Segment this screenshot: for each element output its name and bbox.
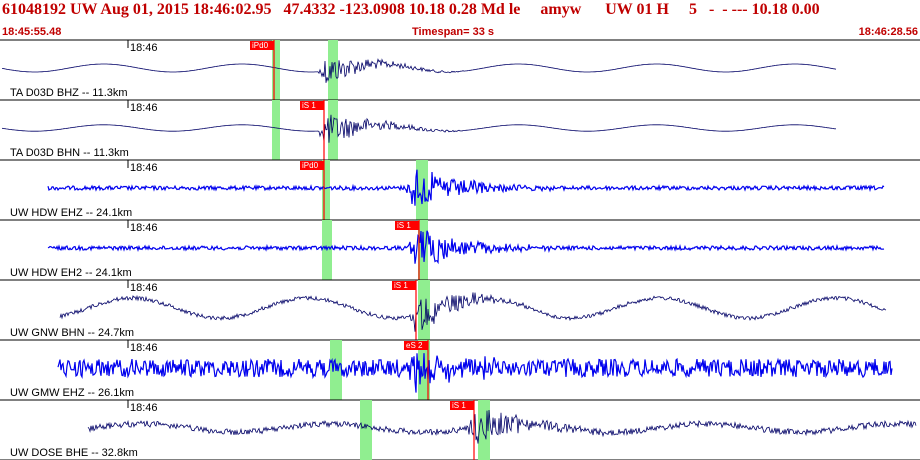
timespan-label: Timespan= 33 s — [412, 26, 495, 38]
tick-label: 18:46 — [130, 282, 158, 294]
pick-flag — [250, 41, 274, 50]
trace-station-label: TA D03D BHN -- 11.3km — [10, 147, 129, 159]
pick-label: iPd0 — [252, 41, 269, 50]
pick-label: iS 1 — [452, 401, 466, 410]
pick-label: iS 1 — [397, 221, 411, 230]
trace-station-label: UW DOSE BHE -- 32.8km — [10, 447, 138, 459]
pick-flag — [392, 281, 416, 290]
pick-label: iS 1 — [302, 101, 316, 110]
waveform-trace — [87, 409, 917, 444]
event-header: 61048192 UW Aug 01, 2015 18:46:02.95 47.… — [0, 0, 920, 24]
trace-station-label: UW HDW EHZ -- 24.1km — [10, 207, 132, 219]
tick-label: 18:46 — [130, 42, 158, 54]
tick-label: 18:46 — [130, 342, 158, 354]
tick-label: 18:46 — [130, 162, 158, 174]
trace-station-label: UW HDW EH2 -- 24.1km — [10, 267, 132, 279]
pick-window-p — [272, 40, 280, 100]
pick-window-s — [418, 340, 430, 400]
event-title: 61048192 UW Aug 01, 2015 18:46:02.95 47.… — [2, 1, 820, 18]
pick-label: iPd0 — [302, 161, 319, 170]
tick-label: 18:46 — [130, 222, 158, 234]
tick-label: 18:46 — [130, 402, 158, 414]
trace-station-label: UW GNW BHN -- 24.7km — [10, 327, 134, 339]
waveform-trace — [57, 353, 893, 393]
pick-window-s — [416, 160, 428, 220]
pick-window-p — [272, 100, 280, 160]
waveform-trace — [47, 169, 885, 206]
start-time: 18:45:55.48 — [2, 26, 62, 38]
pick-flag — [450, 401, 474, 410]
pick-label: eS 2 — [406, 341, 423, 350]
waveform-trace — [47, 230, 885, 265]
waveform-trace — [1, 58, 837, 83]
pick-window-s — [328, 100, 338, 160]
pick-flag — [395, 221, 419, 230]
tick-label: 18:46 — [130, 102, 158, 114]
pick-window-p — [322, 160, 330, 220]
pick-window-p — [360, 400, 372, 460]
pick-window-s — [418, 280, 428, 340]
pick-flag — [300, 161, 324, 170]
pick-flag — [300, 101, 324, 110]
end-time: 18:46:28.56 — [858, 26, 918, 38]
pick-window-s — [418, 220, 428, 280]
trace-station-label: UW GMW EHZ -- 26.1km — [10, 387, 134, 399]
pick-flag — [404, 341, 428, 350]
waveform-trace — [1, 114, 837, 143]
pick-label: iS 1 — [394, 281, 408, 290]
waveform-trace — [59, 292, 887, 332]
trace-station-label: TA D03D BHZ -- 11.3km — [10, 87, 128, 99]
